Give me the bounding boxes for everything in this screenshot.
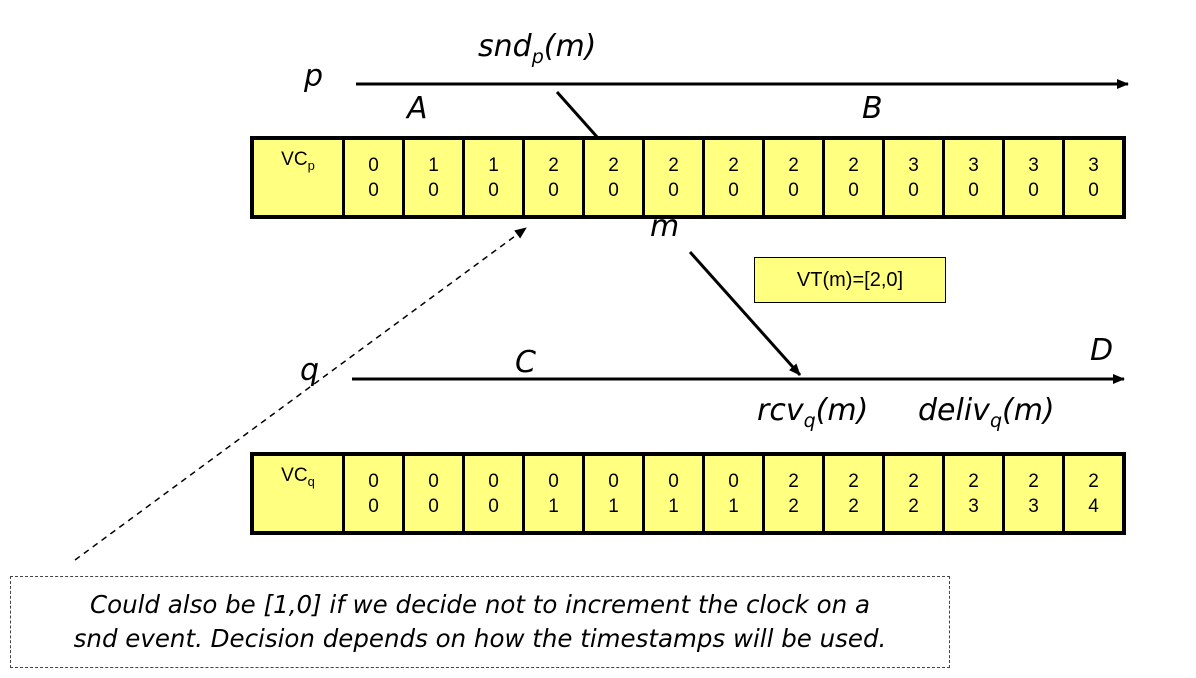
- vc-p-p-component: 2: [848, 154, 859, 176]
- vc-q-q-component: 2: [788, 495, 799, 517]
- vc-q-p-component: 0: [368, 470, 379, 492]
- vc-q-q-component: 3: [968, 495, 979, 517]
- label-B: B: [862, 91, 883, 126]
- label-snd-p-m: sndp(m): [478, 29, 597, 68]
- annotation-note-box: Could also be [1,0] if we decide not to …: [10, 576, 950, 668]
- vc-p-q-component: 0: [848, 179, 859, 201]
- vc-p-q-component: 0: [1028, 179, 1039, 201]
- vc-q-q-component: 1: [668, 495, 679, 517]
- vc-q-q-component: 1: [608, 495, 619, 517]
- vc-p-q-component: 0: [368, 179, 379, 201]
- vc-p-q-component: 0: [608, 179, 619, 201]
- vc-q-q-component: 1: [548, 495, 559, 517]
- note-line-1: Could also be [1,0] if we decide not to …: [90, 590, 870, 619]
- vc-p-header: VCp: [254, 140, 345, 215]
- vc-q-q-component: 4: [1088, 495, 1099, 517]
- send-event-tick: [555, 91, 600, 139]
- vc-p-p-component: 2: [608, 154, 619, 176]
- vc-q-q-component: 2: [908, 495, 919, 517]
- vc-p-q-component: 0: [968, 179, 979, 201]
- label-p: p: [304, 59, 324, 94]
- vc-q-p-component: 0: [428, 470, 439, 492]
- label-A: A: [407, 91, 428, 126]
- label-q: q: [300, 353, 320, 388]
- vc-p-q-component: 0: [668, 179, 679, 201]
- vc-q-p-component: 2: [1088, 470, 1099, 492]
- vc-p-q-component: 0: [1088, 179, 1099, 201]
- vt-m-label-box: VT(m)=[2,0]: [754, 257, 946, 303]
- vc-q-p-component: 0: [728, 470, 739, 492]
- label-rcv-q-m: rcvq(m): [757, 393, 869, 432]
- vc-q-q-component: 0: [368, 495, 379, 517]
- vc-p-p-component: 3: [908, 154, 919, 176]
- note-pointer-dashed-arrow: [74, 227, 527, 561]
- vc-q-p-component: 2: [1028, 470, 1039, 492]
- vc-q-p-component: 0: [548, 470, 559, 492]
- vc-p-q-component: 0: [428, 179, 439, 201]
- vc-q-q-component: 0: [488, 495, 499, 517]
- label-C: C: [515, 345, 536, 380]
- label-D: D: [1090, 333, 1114, 368]
- vc-q-p-component: 2: [848, 470, 859, 492]
- label-deliv-q-m: delivq(m): [918, 393, 1055, 432]
- vc-q-q-component: 2: [848, 495, 859, 517]
- vc-p-p-component: 2: [728, 154, 739, 176]
- vc-p-p-component: 0: [368, 154, 379, 176]
- vc-p-q-component: 0: [488, 179, 499, 201]
- note-line-2: snd event. Decision depends on how the t…: [73, 624, 887, 653]
- vc-p-p-component: 2: [788, 154, 799, 176]
- vc-q-p-component: 2: [788, 470, 799, 492]
- vc-p-p-component: 2: [548, 154, 559, 176]
- vc-q-header: VCq: [254, 456, 345, 531]
- vc-p-q-component: 0: [788, 179, 799, 201]
- vc-p-p-component: 2: [668, 154, 679, 176]
- vc-p-q-component: 0: [548, 179, 559, 201]
- vc-q-p-component: 0: [608, 470, 619, 492]
- vc-q-p-component: 2: [908, 470, 919, 492]
- message-m-arrow: [688, 251, 802, 376]
- vc-p-p-component: 3: [1088, 154, 1099, 176]
- vc-p-p-component: 3: [1028, 154, 1039, 176]
- vc-q-p-component: 2: [968, 470, 979, 492]
- vc-q-q-component: 1: [728, 495, 739, 517]
- vc-q-q-component: 3: [1028, 495, 1039, 517]
- vc-q-q-component: 0: [428, 495, 439, 517]
- vc-q-p-component: 0: [668, 470, 679, 492]
- vc-p-p-component: 1: [488, 154, 499, 176]
- vc-p-q-component: 0: [728, 179, 739, 201]
- vc-p-q-component: 0: [908, 179, 919, 201]
- vc-p-p-component: 3: [968, 154, 979, 176]
- vc-q-p-component: 0: [488, 470, 499, 492]
- vc-p-p-component: 1: [428, 154, 439, 176]
